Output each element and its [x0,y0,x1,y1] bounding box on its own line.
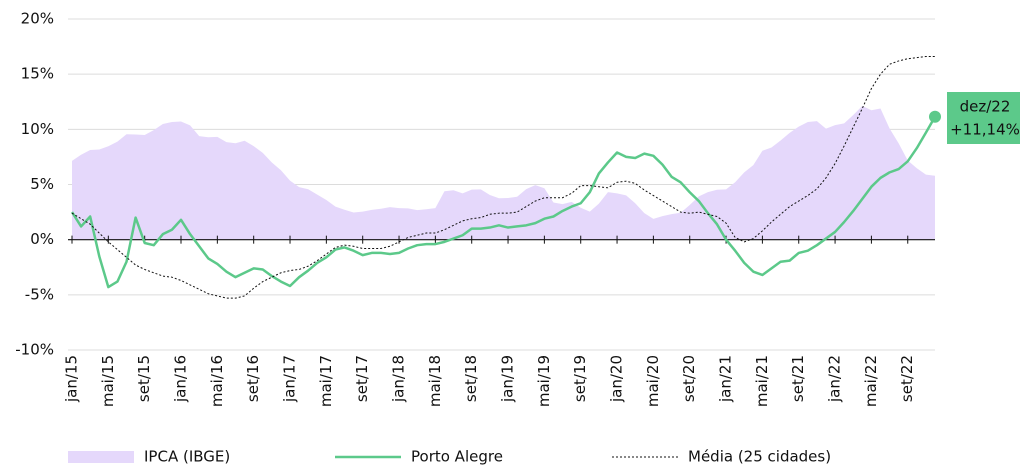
x-tick-label: set/18 [462,355,480,402]
y-tick-label: 0% [30,230,54,248]
x-tick-label: set/22 [898,355,916,402]
x-tick-label: jan/16 [172,355,190,403]
x-tick-label: set/16 [244,355,262,402]
x-tick-label: jan/18 [390,355,408,403]
x-tick-label: mai/18 [426,355,444,407]
x-tick-label: mai/16 [208,355,226,407]
area [72,105,935,240]
line [71,56,935,299]
x-tick-label: mai/21 [753,355,771,407]
line [70,116,937,289]
annotation-box [947,92,1020,144]
x-tick-label: set/17 [353,355,371,402]
x-tick-label: mai/15 [99,355,117,407]
y-tick-label: -5% [25,285,54,303]
x-tick-label: jan/22 [826,355,844,403]
x-tick-label: jan/21 [717,355,735,403]
legend-label: Média (25 cidades) [688,448,831,466]
x-tick-label: jan/15 [63,355,81,403]
legend-swatch [68,451,134,463]
x-tick-label: set/19 [571,355,589,402]
x-tick-label: mai/20 [644,355,662,407]
x-tick-label: jan/19 [499,355,517,403]
x-tick-label: mai/17 [317,355,335,407]
x-tick-label: mai/19 [535,355,553,407]
x-tick-label: set/21 [789,355,807,402]
annotation-value: +11,14% [950,121,1020,139]
x-tick-label: jan/17 [281,355,299,403]
end-point [929,110,941,123]
y-tick-label: 15% [21,65,54,83]
x-tick-label: set/15 [135,355,153,402]
y-tick-label: 5% [30,175,54,193]
y-tick-label: 20% [21,10,54,28]
annotation-date: dez/22 [960,98,1011,116]
legend-label: IPCA (IBGE) [144,448,230,466]
x-tick-label: mai/22 [862,355,880,407]
x-tick-label: jan/20 [608,355,626,403]
y-tick-label: 10% [21,120,54,138]
y-tick-label: -10% [15,341,54,359]
x-tick-label: set/20 [680,355,698,402]
legend-label: Porto Alegre [411,448,503,466]
